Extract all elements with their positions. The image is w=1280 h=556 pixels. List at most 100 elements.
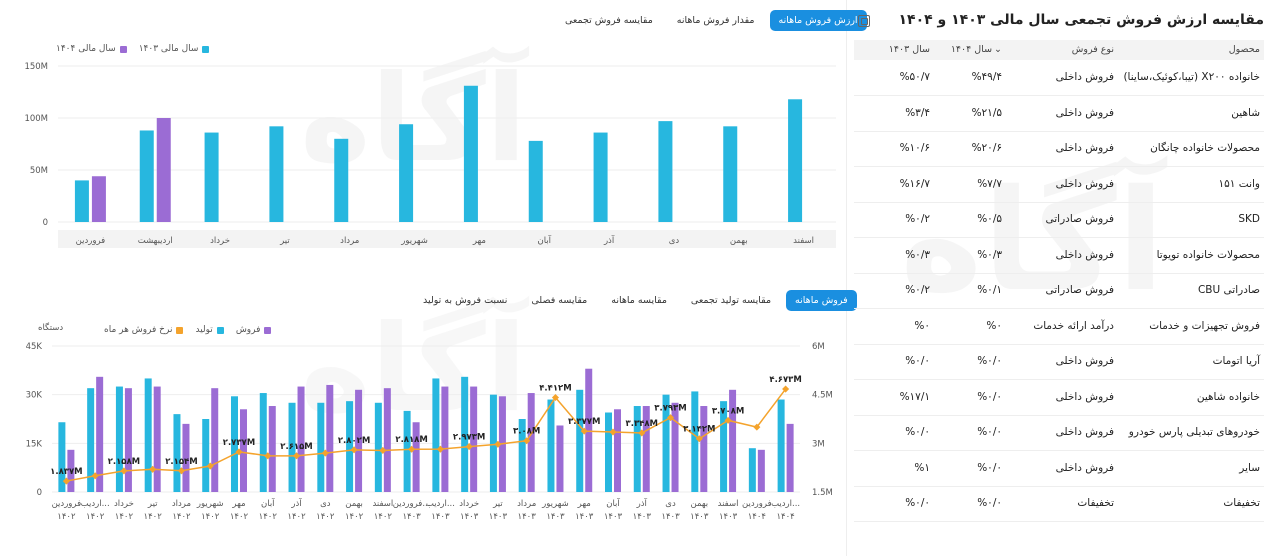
bar-production [173, 414, 181, 492]
rate-data-label: ۳.۳۷۷M [568, 417, 600, 427]
rate-point [206, 462, 214, 470]
rate-data-label: ۲.۸۱۸M [395, 435, 427, 445]
bar-1403 [528, 140, 543, 222]
rate-data-label: ۱.۸۳۷M [50, 467, 82, 477]
top-chart-tabs: ارزش فروش ماهانه مقدار فروش ماهانه مقایس… [556, 10, 867, 31]
rate-data-label: ۲.۷۳۷M [223, 438, 255, 448]
x-tick-label: فروردین [76, 236, 106, 246]
col-header-product[interactable]: محصول [1228, 44, 1260, 55]
legend-item-1403[interactable]: سال مالی ۱۴۰۳ [139, 44, 210, 54]
monthly-sales-value-chart: 0 50M 100M 150M فروردین اردیبهشت خرداد تیر مرداد… [24, 62, 836, 248]
tab-monthly-sales[interactable]: فروش ماهانه [786, 290, 857, 311]
bottom-chart-legend: فروش تولید نرخ فروش هر ماه [104, 325, 272, 335]
bar-sales [153, 386, 161, 492]
cell-product: سایر [1239, 461, 1260, 474]
cell-product: خودروهای تبدیلی پارس خودرو [1128, 426, 1260, 438]
legend-item-1404[interactable]: سال مالی ۱۴۰۴ [56, 44, 127, 54]
x-tick-label-month: آبان [606, 497, 620, 509]
cell-1403: %۱۰/۶ [899, 142, 930, 154]
cell-type: فروش داخلی [1055, 142, 1114, 154]
cell-product: خانواده شاهین [1196, 390, 1260, 403]
bar-sales [355, 389, 363, 492]
rate-point [724, 416, 732, 424]
bar-production [432, 378, 440, 492]
cell-1403: %۱۷/۱ [899, 390, 930, 403]
y-left-tick-label: 15K [26, 439, 43, 449]
legend-label: سال مالی ۱۴۰۳ [138, 44, 199, 54]
legend-swatch [202, 45, 210, 53]
x-tick-label-month: دی [320, 499, 331, 509]
rate-point [62, 477, 70, 485]
col-header-1404[interactable]: ⌄سال ۱۴۰۴ [951, 44, 1002, 55]
x-tick-label-year: ۱۴۰۲ [115, 512, 134, 522]
tab-cumulative-comparison[interactable]: مقایسه فروش تجمعی [565, 15, 653, 26]
x-tick-label-year: ۱۴۰۳ [518, 512, 537, 522]
bar-production [202, 419, 210, 492]
legend-item-sales[interactable]: فروش [236, 325, 272, 335]
x-tick-label-year: ۱۴۰۲ [259, 512, 278, 522]
rate-point [638, 429, 646, 437]
table-header: محصول نوع فروش ⌄سال ۱۴۰۴ سال ۱۴۰۳ [854, 40, 1264, 60]
bar-sales [757, 449, 765, 492]
x-tick-label-month: دی [665, 499, 676, 509]
cell-type: فروش داخلی [1055, 177, 1114, 190]
bar-sales [614, 409, 621, 492]
rate-point [321, 449, 329, 457]
rate-data-label: ۴.۴۱۲M [539, 384, 571, 394]
bar-production [403, 410, 411, 492]
bar-production [58, 422, 66, 492]
col-header-type[interactable]: نوع فروش [1071, 44, 1114, 55]
x-tick-label-month: تیر [147, 499, 158, 509]
x-tick-label-year: ۱۴۰۲ [86, 512, 105, 522]
tab-monthly-sales-quantity[interactable]: مقدار فروش ماهانه [676, 15, 755, 26]
bar-production [605, 412, 612, 492]
x-tick-label-month: بهمن [345, 499, 363, 509]
rate-point [177, 467, 185, 475]
x-tick-label-year: ۱۴۰۳ [661, 512, 680, 522]
rate-point [782, 385, 790, 393]
x-tick-label-year: ۱۴۰۲ [287, 512, 306, 522]
cell-product: تخفیفات [1223, 497, 1260, 509]
bar-sales [729, 389, 737, 492]
tab-monthly-comparison[interactable]: مقایسه ماهانه [611, 295, 667, 306]
chevron-down-icon: ⌄ [994, 44, 1002, 55]
table-row: فروش تجهیزات و خدمات درآمد ارائه خدمات %۰%… [854, 309, 1264, 345]
tab-quarterly-comparison[interactable]: مقایسه فصلی [531, 295, 588, 306]
export-icon[interactable] [858, 15, 870, 27]
legend-item-rate[interactable]: نرخ فروش هر ماه [104, 325, 184, 335]
bar-sales [556, 425, 564, 492]
col-header-1403[interactable]: سال ۱۴۰۳ [888, 44, 930, 55]
cell-1403: %۰/۰ [905, 497, 930, 509]
cell-product: محصولات خانواده تویوتا [1156, 248, 1260, 261]
rate-point [235, 448, 243, 456]
bar-sales [412, 422, 420, 492]
tab-monthly-sales-value[interactable]: ارزش فروش ماهانه [769, 10, 867, 31]
bar-sales [297, 386, 305, 492]
rate-data-label: ۲.۹۷۳M [453, 433, 485, 443]
cell-1404: %۰ [986, 319, 1002, 332]
tab-cumulative-production[interactable]: مقایسه تولید تجمعی [690, 295, 772, 306]
table-row: SKD فروش صادراتی %۰/۵ %۰/۲ [854, 202, 1264, 238]
y-left-tick-label: 45K [26, 342, 43, 352]
bar-production [547, 399, 555, 492]
x-tick-label: اردیبهشت [138, 236, 173, 246]
tab-sales-to-production-ratio[interactable]: نسبت فروش به تولید [423, 295, 508, 306]
bar-production [374, 402, 382, 492]
legend-item-production[interactable]: تولید [195, 325, 224, 335]
rate-data-label: ۲.۱۵۸M [108, 457, 140, 467]
legend-label: تولید [195, 325, 213, 335]
x-tick-label: مرداد [340, 236, 359, 246]
rate-point [379, 446, 387, 455]
cell-type: فروش داخلی [1055, 355, 1114, 367]
table-row: آریا اتومات فروش داخلی %۰/۰ %۰/۰ [854, 344, 1264, 380]
table-row: محصولات خانواده تویوتا فروش داخلی %۰/۳ %۰/۳ [854, 238, 1264, 274]
bar-1403 [399, 124, 414, 222]
x-tick-label: آبان [537, 234, 551, 246]
legend-label: فروش [235, 325, 261, 335]
cell-1404: %۲۱/۵ [971, 106, 1002, 119]
x-tick-label: بهمن [730, 236, 748, 246]
table-row: سایر فروش داخلی %۰/۰ %۱ [854, 451, 1264, 487]
rate-data-label: ۴.۶۷۳M [769, 375, 801, 385]
cell-type: درآمد ارائه خدمات [1033, 319, 1114, 332]
y-left-tick-label: 0 [37, 488, 42, 498]
